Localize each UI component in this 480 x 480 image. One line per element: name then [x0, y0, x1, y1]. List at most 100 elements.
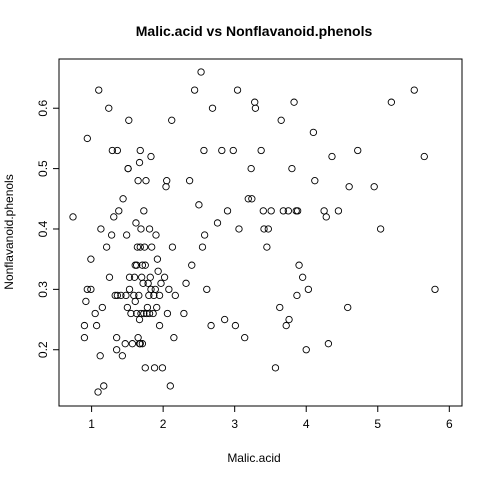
data-point — [136, 340, 144, 348]
data-point — [92, 321, 101, 330]
data-point — [292, 207, 300, 215]
data-point — [138, 340, 147, 348]
data-point — [153, 255, 162, 263]
data-point — [218, 146, 226, 155]
data-point — [163, 177, 171, 185]
data-point — [160, 273, 169, 281]
y-tick-label: 0.2 — [36, 341, 50, 358]
data-point — [115, 207, 123, 215]
data-point — [235, 225, 243, 233]
data-point — [259, 207, 267, 215]
data-point — [208, 104, 217, 112]
data-point — [143, 303, 152, 312]
data-point — [163, 309, 172, 318]
data-point — [157, 279, 165, 287]
data-point — [98, 303, 106, 312]
data-point — [231, 321, 240, 330]
data-point — [87, 255, 95, 263]
data-point — [168, 243, 177, 251]
data-point — [139, 279, 147, 287]
data-point — [100, 382, 108, 390]
data-point — [180, 309, 188, 318]
data-point — [121, 340, 129, 348]
data-point — [97, 225, 105, 233]
data-point — [135, 158, 144, 167]
data-point — [83, 134, 91, 143]
y-tick-label: 0.3 — [36, 281, 50, 298]
data-point — [334, 207, 343, 215]
data-point — [320, 207, 328, 215]
data-point — [288, 164, 296, 173]
y-axis: 0.2 0.3 0.4 0.5 0.6 — [36, 100, 60, 358]
x-axis: 1 2 3 4 5 6 — [88, 405, 453, 431]
data-point — [125, 285, 134, 294]
data-point — [127, 309, 135, 318]
data-point — [197, 68, 205, 76]
data-point — [285, 315, 293, 324]
data-point — [140, 207, 148, 215]
data-point — [140, 309, 148, 318]
data-point — [123, 231, 131, 239]
data-point — [158, 364, 167, 372]
data-point — [145, 225, 154, 233]
data-point — [290, 98, 298, 106]
data-point — [117, 291, 125, 300]
data-point — [251, 98, 259, 106]
data-point — [137, 225, 145, 233]
x-tick-label: 5 — [374, 417, 381, 431]
data-point — [185, 177, 194, 185]
data-point — [142, 177, 150, 185]
data-point — [200, 231, 209, 239]
data-point — [80, 334, 89, 342]
data-point — [302, 346, 310, 354]
data-point — [153, 303, 161, 312]
data-point — [87, 285, 95, 294]
data-point — [188, 261, 196, 269]
chart-title: Malic.acid vs Nonflavanoid.phenols — [136, 23, 373, 39]
data-point — [135, 291, 143, 300]
data-point — [136, 243, 144, 251]
y-tick-label: 0.6 — [36, 100, 50, 117]
data-point — [168, 116, 176, 124]
data-point — [354, 146, 362, 155]
data-point — [94, 388, 102, 396]
x-tick-label: 4 — [303, 417, 310, 431]
data-point — [147, 152, 155, 161]
data-point — [277, 116, 285, 124]
data-point — [141, 364, 149, 372]
data-point — [182, 279, 190, 287]
data-point — [304, 285, 313, 294]
y-axis-label: Nonflavanoid.phenols — [2, 174, 16, 289]
data-point — [223, 207, 232, 215]
data-point — [102, 243, 111, 251]
data-point — [344, 303, 352, 312]
data-point — [322, 213, 330, 221]
data-point — [108, 146, 116, 155]
data-point — [387, 98, 396, 106]
data-point — [229, 146, 237, 155]
data-point — [203, 285, 211, 294]
data-point — [112, 334, 121, 342]
data-point — [128, 340, 137, 348]
data-point — [195, 201, 203, 209]
data-point — [244, 195, 252, 203]
data-points — [69, 68, 439, 396]
data-point — [248, 195, 256, 203]
data-point — [132, 219, 140, 227]
data-point — [119, 195, 127, 203]
data-point — [276, 303, 284, 312]
data-point — [263, 243, 271, 251]
data-point — [146, 273, 154, 281]
data-point — [137, 309, 145, 318]
data-point — [138, 273, 146, 281]
data-point — [105, 273, 114, 281]
data-point — [260, 225, 268, 233]
y-tick-label: 0.4 — [36, 220, 50, 237]
data-point — [131, 297, 139, 306]
data-point — [130, 273, 139, 281]
data-point — [118, 352, 127, 360]
data-point — [113, 291, 122, 300]
data-point — [107, 231, 116, 239]
data-point — [198, 243, 207, 251]
